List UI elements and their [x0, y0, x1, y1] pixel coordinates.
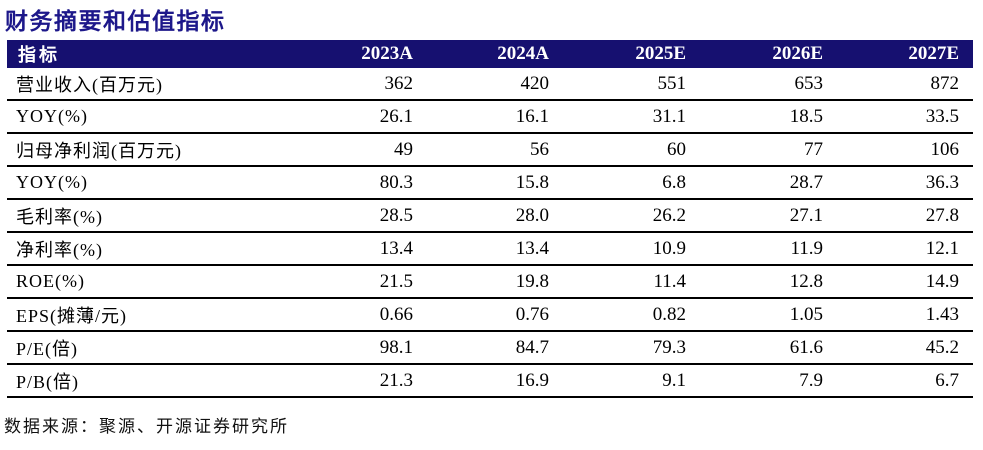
year-column-header: 2025E [563, 40, 700, 68]
table-row: 毛利率(%) 28.5 28.0 26.2 27.1 27.8 [7, 199, 973, 233]
metric-column-header: 指标 [7, 40, 291, 68]
cell-value: 11.9 [700, 232, 837, 266]
cell-value: 11.4 [563, 265, 700, 299]
year-column-header: 2027E [837, 40, 973, 68]
row-label: 毛利率(%) [7, 199, 291, 233]
cell-value: 33.5 [837, 100, 973, 134]
table-row: ROE(%) 21.5 19.8 11.4 12.8 14.9 [7, 265, 973, 299]
cell-value: 12.1 [837, 232, 973, 266]
cell-value: 61.6 [700, 331, 837, 365]
cell-value: 420 [427, 68, 563, 101]
cell-value: 84.7 [427, 331, 563, 365]
row-label: YOY(%) [7, 166, 291, 200]
row-label: 净利率(%) [7, 232, 291, 266]
year-column-header: 2026E [700, 40, 837, 68]
financial-summary-table: 指标 2023A 2024A 2025E 2026E 2027E 营业收入(百万元) 36… [7, 40, 973, 398]
cell-value: 60 [563, 133, 700, 167]
cell-value: 1.43 [837, 298, 973, 332]
table-header: 指标 2023A 2024A 2025E 2026E 2027E [7, 40, 973, 68]
cell-value: 13.4 [291, 232, 427, 266]
row-label: EPS(摊薄/元) [7, 298, 291, 332]
cell-value: 16.1 [427, 100, 563, 134]
cell-value: 12.8 [700, 265, 837, 299]
table-row: P/E(倍) 98.1 84.7 79.3 61.6 45.2 [7, 331, 973, 365]
cell-value: 28.7 [700, 166, 837, 200]
table-body: 营业收入(百万元) 362 420 551 653 872 YOY(%) 26.1 16.1 31… [7, 68, 973, 398]
cell-value: 36.3 [837, 166, 973, 200]
data-source-note: 数据来源：聚源、开源证券研究所 [4, 417, 289, 436]
cell-value: 77 [700, 133, 837, 167]
table-row: YOY(%) 26.1 16.1 31.1 18.5 33.5 [7, 100, 973, 134]
cell-value: 106 [837, 133, 973, 167]
row-label: ROE(%) [7, 265, 291, 299]
table-header-row: 指标 2023A 2024A 2025E 2026E 2027E [7, 40, 973, 68]
cell-value: 0.76 [427, 298, 563, 332]
cell-value: 56 [427, 133, 563, 167]
row-label: YOY(%) [7, 100, 291, 134]
cell-value: 21.3 [291, 364, 427, 398]
cell-value: 0.66 [291, 298, 427, 332]
year-column-header: 2023A [291, 40, 427, 68]
cell-value: 9.1 [563, 364, 700, 398]
cell-value: 7.9 [700, 364, 837, 398]
cell-value: 26.1 [291, 100, 427, 134]
cell-value: 653 [700, 68, 837, 101]
cell-value: 28.0 [427, 199, 563, 233]
row-label: 归母净利润(百万元) [7, 133, 291, 167]
row-label: P/E(倍) [7, 331, 291, 365]
table-row: YOY(%) 80.3 15.8 6.8 28.7 36.3 [7, 166, 973, 200]
table-row: 净利率(%) 13.4 13.4 10.9 11.9 12.1 [7, 232, 973, 266]
table-row: P/B(倍) 21.3 16.9 9.1 7.9 6.7 [7, 364, 973, 398]
cell-value: 872 [837, 68, 973, 101]
cell-value: 13.4 [427, 232, 563, 266]
table-row: 营业收入(百万元) 362 420 551 653 872 [7, 68, 973, 101]
cell-value: 0.82 [563, 298, 700, 332]
cell-value: 45.2 [837, 331, 973, 365]
cell-value: 21.5 [291, 265, 427, 299]
cell-value: 10.9 [563, 232, 700, 266]
row-label: 营业收入(百万元) [7, 68, 291, 101]
cell-value: 27.8 [837, 199, 973, 233]
cell-value: 16.9 [427, 364, 563, 398]
year-column-header: 2024A [427, 40, 563, 68]
row-label: P/B(倍) [7, 364, 291, 398]
cell-value: 362 [291, 68, 427, 101]
cell-value: 6.7 [837, 364, 973, 398]
cell-value: 80.3 [291, 166, 427, 200]
cell-value: 28.5 [291, 199, 427, 233]
cell-value: 14.9 [837, 265, 973, 299]
cell-value: 98.1 [291, 331, 427, 365]
cell-value: 26.2 [563, 199, 700, 233]
cell-value: 15.8 [427, 166, 563, 200]
cell-value: 27.1 [700, 199, 837, 233]
cell-value: 19.8 [427, 265, 563, 299]
cell-value: 79.3 [563, 331, 700, 365]
cell-value: 1.05 [700, 298, 837, 332]
table-row: 归母净利润(百万元) 49 56 60 77 106 [7, 133, 973, 167]
table-row: EPS(摊薄/元) 0.66 0.76 0.82 1.05 1.43 [7, 298, 973, 332]
cell-value: 6.8 [563, 166, 700, 200]
cell-value: 551 [563, 68, 700, 101]
cell-value: 31.1 [563, 100, 700, 134]
page-title: 财务摘要和估值指标 [5, 9, 226, 34]
cell-value: 49 [291, 133, 427, 167]
cell-value: 18.5 [700, 100, 837, 134]
